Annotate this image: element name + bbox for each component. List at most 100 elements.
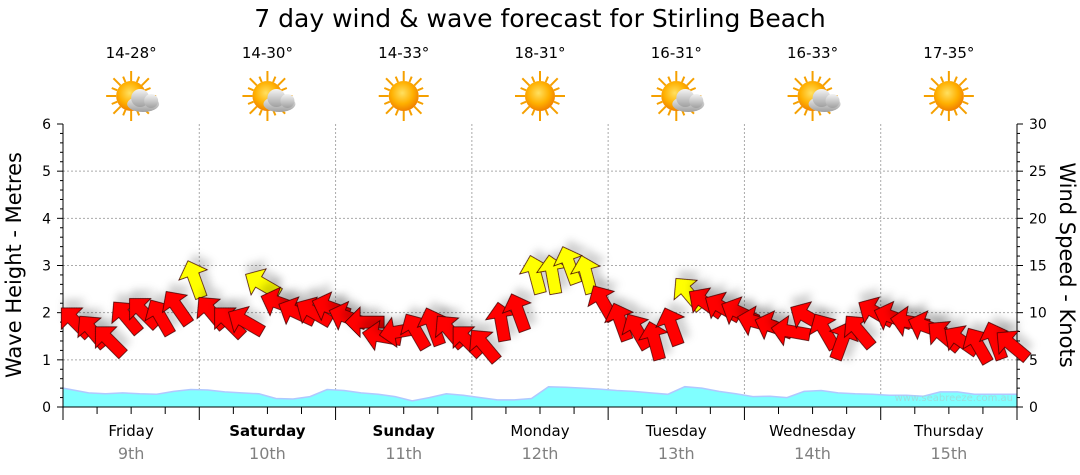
sun-ray xyxy=(958,77,968,87)
sun-ray xyxy=(549,105,559,115)
left-tick-label: 3 xyxy=(42,259,51,275)
wind-arrow xyxy=(844,315,877,351)
chart-title: 7 day wind & wave forecast for Stirling … xyxy=(254,4,826,33)
sun-ray xyxy=(383,87,391,92)
sun-ray xyxy=(794,105,803,115)
wind-arrow xyxy=(344,306,385,339)
right-tick-label: 5 xyxy=(1029,353,1038,369)
sun-ray xyxy=(657,105,667,115)
right-tick-label: 15 xyxy=(1029,259,1047,275)
right-tick-label: 30 xyxy=(1029,117,1047,133)
sun-ray xyxy=(521,105,531,115)
wind-arrow xyxy=(655,307,686,348)
day-label: Monday xyxy=(510,422,569,440)
date-label: 10th xyxy=(249,444,286,463)
sun-ray xyxy=(417,100,424,105)
wind-arrow xyxy=(228,305,266,338)
sun-disc xyxy=(525,81,555,111)
sun-ray xyxy=(803,76,808,83)
sun-ray xyxy=(280,87,288,92)
wind-arrow xyxy=(770,314,812,347)
temperature-range: 16-33° xyxy=(787,44,838,62)
sun-ray xyxy=(144,87,151,92)
sun-ray xyxy=(667,109,672,116)
sun-ray xyxy=(958,105,968,115)
sun-ray xyxy=(667,76,672,83)
date-label: 15th xyxy=(930,444,967,463)
left-tick-label: 6 xyxy=(42,117,51,133)
partly-cloudy-icon xyxy=(106,71,160,121)
sun-ray xyxy=(520,87,527,92)
day-label: Thursday xyxy=(913,422,984,440)
sun-ray xyxy=(962,100,969,105)
sun-ray xyxy=(953,109,958,116)
sun-ray xyxy=(531,109,536,116)
sun-ray xyxy=(930,105,939,115)
left-tick-label: 4 xyxy=(42,211,51,227)
cloud-icon xyxy=(127,89,160,112)
sun-ray xyxy=(413,77,423,87)
sun-ray xyxy=(112,77,122,87)
sun-ray xyxy=(111,100,118,105)
sun-ray xyxy=(657,77,667,87)
temperature-range: 17-35° xyxy=(923,44,974,62)
date-label: 14th xyxy=(794,444,831,463)
sun-ray xyxy=(553,100,560,105)
date-label: 11th xyxy=(385,444,422,463)
wave-height-area xyxy=(63,386,1017,407)
sun-ray xyxy=(249,105,258,115)
day-label: Tuesday xyxy=(645,422,707,440)
sun-ray xyxy=(792,100,800,105)
sun-ray xyxy=(272,76,277,83)
left-tick-label: 5 xyxy=(42,164,51,180)
sun-ray xyxy=(962,87,969,92)
right-tick-label: 25 xyxy=(1029,164,1047,180)
date-label: 12th xyxy=(522,444,559,463)
sun-ray xyxy=(141,77,150,87)
sun-ray xyxy=(656,87,663,92)
sun-ray xyxy=(531,76,536,83)
wind-arrow xyxy=(144,299,176,338)
sun-ray xyxy=(122,109,127,116)
sun-ray xyxy=(111,87,118,92)
sun-ray xyxy=(794,77,803,87)
temperature-range: 14-30° xyxy=(242,44,293,62)
wind-arrow xyxy=(501,293,532,334)
wind-arrow xyxy=(553,246,584,286)
sun-icon xyxy=(923,71,974,121)
sun-ray xyxy=(544,76,549,83)
sun-ray xyxy=(394,109,399,116)
sun-ray xyxy=(394,76,399,83)
sun-ray xyxy=(408,76,413,83)
sun-ray xyxy=(385,105,394,115)
sun-ray xyxy=(686,77,695,87)
wind-arrow xyxy=(296,296,335,328)
wind-arrow xyxy=(95,326,128,360)
wave-height-line xyxy=(62,385,1017,402)
sun-ray xyxy=(249,77,258,87)
sun-ray xyxy=(930,77,939,87)
cloud-icon xyxy=(263,89,296,112)
day-label: Saturday xyxy=(229,422,306,440)
sun-ray xyxy=(122,76,127,83)
sun-ray xyxy=(544,109,549,116)
sun-icon xyxy=(515,71,565,121)
sun-disc xyxy=(933,81,964,111)
right-axis-label: Wind Speed - Knots xyxy=(1055,162,1079,367)
sun-ray xyxy=(135,76,141,83)
sun-ray xyxy=(953,76,958,83)
left-tick-label: 2 xyxy=(42,306,51,322)
sun-disc xyxy=(388,81,419,111)
day-label: Wednesday xyxy=(769,422,856,440)
wind-arrow xyxy=(962,327,994,366)
temperature-range: 18-31° xyxy=(514,44,565,62)
cloud-icon xyxy=(672,89,705,112)
partly-cloudy-icon xyxy=(787,71,841,121)
wind-arrow xyxy=(638,321,669,362)
cloud-part xyxy=(280,94,295,108)
sun-ray xyxy=(817,76,822,83)
sun-ray xyxy=(681,76,686,83)
cloud-icon xyxy=(808,89,841,112)
sun-ray xyxy=(553,87,560,92)
